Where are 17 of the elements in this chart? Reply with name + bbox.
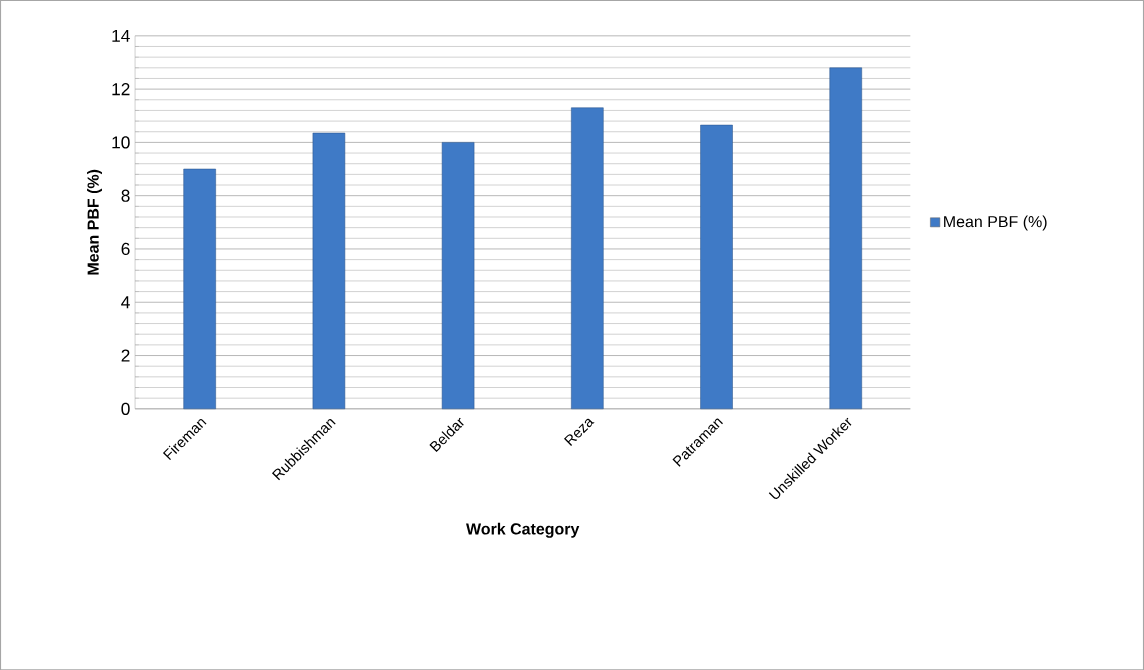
y-tick-label: 6 xyxy=(121,242,130,255)
y-axis-title: Mean PBF (%) xyxy=(87,169,102,275)
y-tick-label: 12 xyxy=(112,82,130,95)
bar xyxy=(312,132,346,409)
y-tick-label: 0 xyxy=(121,402,130,415)
y-tick-label: 2 xyxy=(121,349,130,362)
y-tick-label: 8 xyxy=(121,189,130,202)
x-axis-title: Work Category xyxy=(466,522,580,538)
bar xyxy=(183,168,216,409)
y-tick-label: 14 xyxy=(112,29,130,42)
bar xyxy=(441,141,475,409)
y-tick-label: 10 xyxy=(112,136,130,149)
bar xyxy=(829,67,862,409)
bar xyxy=(700,124,733,409)
bar xyxy=(571,107,604,409)
legend-label: Mean PBF (%) xyxy=(944,215,1047,231)
y-tick-label: 4 xyxy=(121,296,130,308)
